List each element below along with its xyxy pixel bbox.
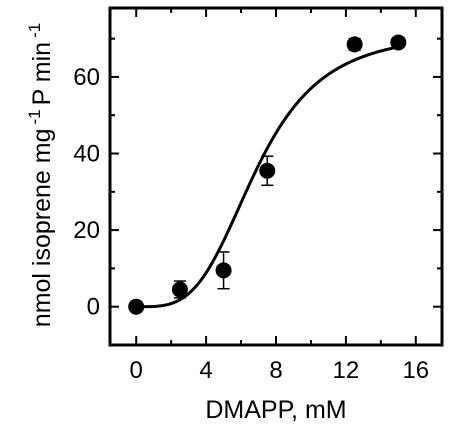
data-point [128,298,145,315]
y-axis-label-part1: nmol isoprene mg [28,128,56,327]
error-bars [173,37,405,299]
y-tick-label: 60 [73,64,100,91]
data-point [259,162,276,179]
y-axis-label-sup1: -1 [25,109,44,124]
x-tick-label: 0 [130,357,143,384]
x-tick-label: 16 [402,357,429,384]
data-points [128,34,407,315]
y-axis-label-sup2: -1 [25,23,44,38]
plot-frame [108,6,444,347]
y-axis-label: nmol isoprene mg -1 P min -1 [25,23,56,327]
y-tick-label: 0 [87,294,100,321]
axis-ticks [110,8,442,346]
x-axis-label: DMAPP, mM [205,396,346,424]
y-axis-label-part2: P min [28,42,56,105]
axis-tick-labels: 0 4 8 12 16 0 20 40 60 [73,64,429,384]
fit-curve [136,45,399,309]
x-tick-label: 8 [269,357,282,384]
x-tick-label: 12 [333,357,360,384]
data-point [215,262,232,279]
data-point [390,34,407,51]
x-tick-label: 4 [199,357,212,384]
data-point [346,36,363,53]
y-tick-label: 20 [73,217,100,244]
data-point [171,281,188,298]
y-tick-label: 40 [73,141,100,168]
